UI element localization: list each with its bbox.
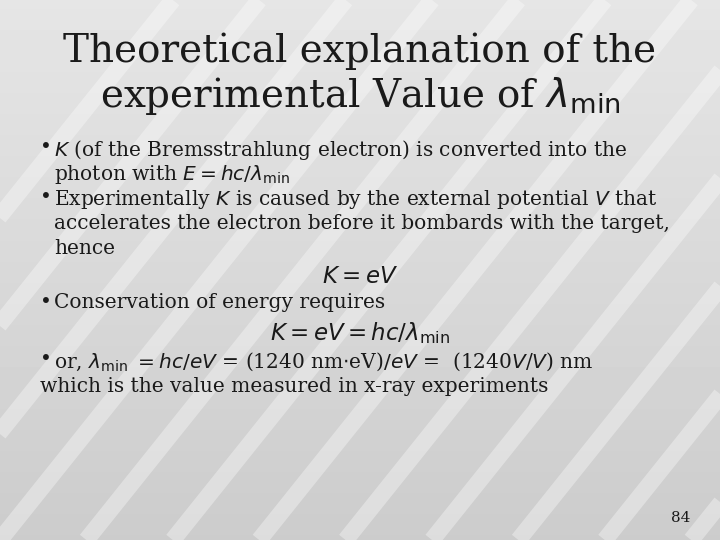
Text: $K$ (of the Bremsstrahlung electron) is converted into the: $K$ (of the Bremsstrahlung electron) is … <box>54 138 627 161</box>
Text: Theoretical explanation of the: Theoretical explanation of the <box>63 32 657 70</box>
Text: experimental Value of $\lambda_{\rm min}$: experimental Value of $\lambda_{\rm min}… <box>99 75 621 117</box>
Text: Conservation of energy requires: Conservation of energy requires <box>54 293 385 312</box>
Text: accelerates the electron before it bombards with the target,: accelerates the electron before it bomba… <box>54 214 670 233</box>
Text: •: • <box>40 188 51 207</box>
Text: •: • <box>40 138 51 157</box>
Text: •: • <box>40 293 51 312</box>
Text: $K = eV = hc/\lambda_{\rm min}$: $K = eV = hc/\lambda_{\rm min}$ <box>270 320 450 346</box>
Text: 84: 84 <box>671 511 690 525</box>
Text: which is the value measured in x-ray experiments: which is the value measured in x-ray exp… <box>40 377 548 396</box>
Text: •: • <box>40 350 51 369</box>
Text: $K = eV$: $K = eV$ <box>322 266 398 288</box>
Text: Experimentally $K$ is caused by the external potential $V$ that: Experimentally $K$ is caused by the exte… <box>54 188 657 212</box>
Text: hence: hence <box>54 239 115 258</box>
Text: photon with $E = hc/\lambda_{\rm min}$: photon with $E = hc/\lambda_{\rm min}$ <box>54 163 290 186</box>
Text: or, $\lambda_{\rm min}$ $= hc/eV$ = (1240 nm$\cdot$eV)$/eV$ =  (1240$V$/$V$) nm: or, $\lambda_{\rm min}$ $= hc/eV$ = (124… <box>54 350 593 373</box>
